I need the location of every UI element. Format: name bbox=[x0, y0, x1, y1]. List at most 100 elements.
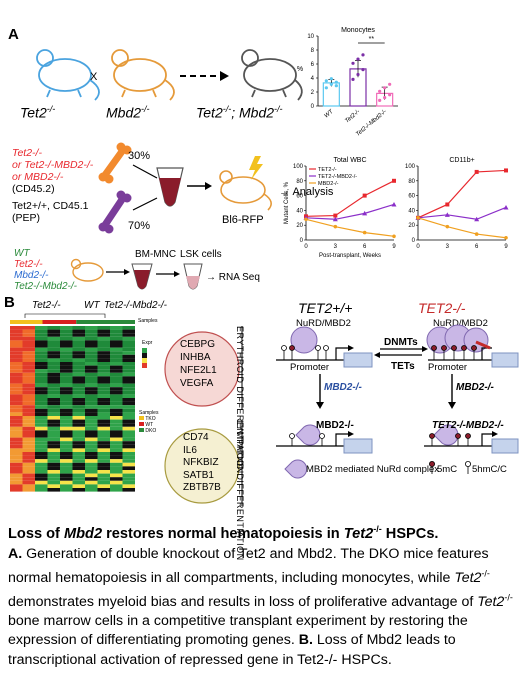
heatmap-cell bbox=[22, 437, 35, 442]
heatmap-cell bbox=[97, 376, 110, 380]
series-line bbox=[305, 180, 395, 217]
heatmap-cell bbox=[122, 405, 135, 409]
heatmap-cell bbox=[122, 459, 135, 463]
heatmap-cell bbox=[97, 390, 110, 395]
dendrogram bbox=[24, 313, 106, 318]
heatmap-cell bbox=[22, 412, 35, 416]
heatmap-cell bbox=[110, 401, 123, 406]
heatmap-cell bbox=[35, 477, 48, 481]
y-tick-label: 0 bbox=[311, 104, 315, 110]
heatmap-cell bbox=[47, 455, 60, 460]
heatmap-cell bbox=[110, 484, 123, 488]
analysis-text: Analysis bbox=[292, 186, 334, 198]
bone-icon bbox=[98, 190, 132, 234]
heatmap-cell bbox=[60, 466, 73, 470]
heatmap-cell bbox=[72, 347, 85, 352]
heatmap-cell bbox=[72, 448, 85, 452]
heatmap-cell bbox=[97, 426, 110, 431]
legend-entry: TET2-/-MBD2-/- bbox=[318, 174, 357, 180]
cpg-lollipops bbox=[281, 345, 329, 360]
y-tick-label: 0 bbox=[300, 238, 304, 244]
heatmap-cell bbox=[72, 326, 85, 330]
heatmap-cell bbox=[10, 326, 23, 330]
gene-name: CD74 bbox=[183, 432, 209, 443]
heatmap-cell bbox=[85, 470, 98, 474]
heatmap-cell bbox=[97, 380, 110, 384]
heatmap-cell bbox=[85, 387, 98, 391]
heatmap-cell bbox=[60, 390, 73, 395]
heatmap-cell bbox=[60, 484, 73, 488]
donor-line: (CD45.2) bbox=[12, 183, 55, 195]
total-wbc-chart: Total WBC 0 20 40 60 80 100 0 3 6 9 Mutant Cells, %… bbox=[284, 157, 397, 259]
tet2-ko-heading: TET2-/- bbox=[418, 300, 466, 316]
tube-icon bbox=[183, 263, 203, 290]
heatmap-cell bbox=[85, 365, 98, 370]
heatmap-cell bbox=[10, 376, 23, 380]
data-point bbox=[324, 86, 328, 90]
data-point bbox=[362, 210, 368, 216]
heatmap-cell bbox=[85, 434, 98, 438]
gene-name: ZBTB7B bbox=[183, 482, 221, 493]
sample-key-item: WT bbox=[139, 422, 158, 428]
figure-caption: Loss of Mbd2 restores normal hematopoies… bbox=[8, 520, 514, 670]
heatmap-cell bbox=[22, 426, 35, 431]
heatmap-cell bbox=[72, 462, 85, 467]
cd11b-chart: CD11b+ 0 20 40 60 80 100 0 3 6 9 bbox=[405, 157, 509, 250]
heatmap-cell bbox=[97, 358, 110, 362]
heatmap-cell bbox=[60, 351, 73, 355]
heatmap-cell bbox=[47, 473, 60, 478]
heatmap-cell bbox=[72, 380, 85, 384]
heatmap-cell bbox=[122, 344, 135, 348]
donor-line: Tet2-/- bbox=[12, 147, 42, 159]
breeding-scheme: X bbox=[36, 49, 303, 101]
heatmap-cell bbox=[122, 380, 135, 384]
heatmap-cell bbox=[72, 401, 85, 406]
heatmap-cell bbox=[85, 426, 98, 431]
heatmap-cell bbox=[47, 416, 60, 420]
heatmap-cell bbox=[35, 416, 48, 420]
chart-title: Total WBC bbox=[333, 157, 366, 164]
heatmap-cell bbox=[122, 333, 135, 337]
heatmap-cell bbox=[85, 326, 98, 330]
heatmap-cell bbox=[60, 473, 73, 478]
heatmap-cell bbox=[72, 470, 85, 474]
heatmap-cell bbox=[60, 405, 73, 409]
heatmap-cell bbox=[47, 412, 60, 416]
heatmap-cell bbox=[122, 488, 135, 492]
heatmap-cell bbox=[47, 383, 60, 388]
heatmap-cell bbox=[60, 398, 73, 402]
heatmap-sample-key: Samples TKO WT DKO bbox=[139, 410, 158, 434]
heatmap-cell bbox=[97, 473, 110, 478]
heatmap-cell bbox=[110, 340, 123, 344]
heatmap-cell bbox=[10, 369, 23, 373]
heatmap-cell bbox=[35, 351, 48, 355]
heatmap-cell bbox=[97, 344, 110, 348]
data-point bbox=[445, 202, 450, 207]
heatmap-cell bbox=[22, 452, 35, 456]
lymphoid-label: LYMPHOID DIFFERENTIATION bbox=[235, 420, 245, 561]
heatmap-cell bbox=[72, 365, 85, 370]
heatmap-cell bbox=[60, 437, 73, 442]
heatmap-cell bbox=[47, 426, 60, 431]
data-point bbox=[324, 79, 328, 83]
heatmap-cell bbox=[122, 412, 135, 416]
data-point bbox=[304, 217, 308, 222]
heatmap-cell bbox=[72, 473, 85, 478]
heatmap-cell bbox=[60, 434, 73, 438]
heatmap-cell bbox=[97, 430, 110, 434]
heatmap-cell bbox=[22, 434, 35, 438]
heatmap-cell bbox=[122, 484, 135, 488]
x-tick-label: 0 bbox=[416, 244, 420, 250]
heatmap-cell bbox=[35, 430, 48, 434]
heatmap-cell bbox=[110, 452, 123, 456]
heatmap-cell bbox=[10, 462, 23, 467]
heatmap-cell bbox=[122, 444, 135, 449]
heatmap-cell bbox=[97, 419, 110, 424]
heatmap-cell bbox=[97, 488, 110, 492]
heatmap-cell bbox=[35, 423, 48, 427]
heatmap-cell bbox=[47, 340, 60, 344]
heatmap-cell bbox=[60, 333, 73, 337]
heatmap-cell bbox=[35, 376, 48, 380]
heatmap-cell bbox=[47, 365, 60, 370]
heatmap-cell bbox=[110, 383, 123, 388]
